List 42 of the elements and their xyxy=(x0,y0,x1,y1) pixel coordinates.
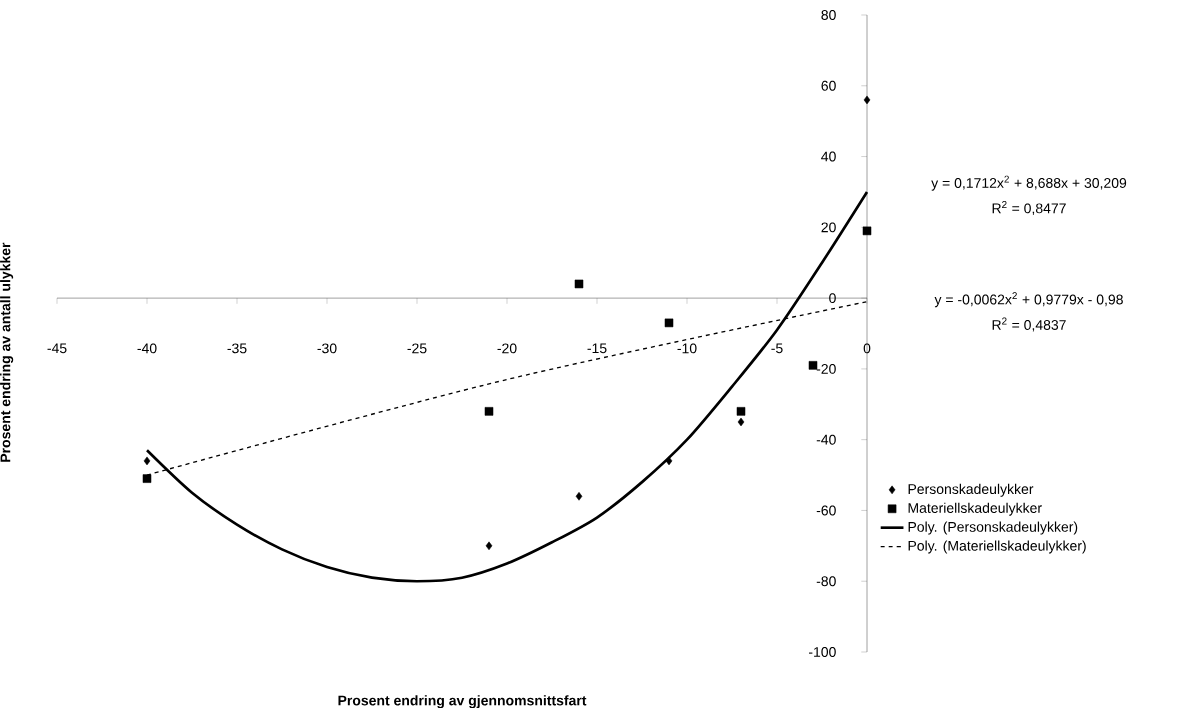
x-tick-label: -35 xyxy=(227,343,247,354)
point xyxy=(143,456,151,466)
x-tick-label: -45 xyxy=(47,343,67,354)
text: y = -0,0062x$^{2}$ + 0,9779x - 0,98 xyxy=(934,292,1123,308)
x-tick-label: -40 xyxy=(137,343,157,354)
legend-label: Poly. (Personskadeulykker) xyxy=(908,521,1078,535)
x-tick-label: -15 xyxy=(587,343,607,354)
y-tick-label: 20 xyxy=(821,222,836,233)
point xyxy=(862,226,872,236)
x-tick-label: 0 xyxy=(863,343,871,354)
y-tick-label: -20 xyxy=(816,363,836,374)
x-tick-label: -5 xyxy=(771,343,783,354)
text: R$^{2}$ = 0,8477 xyxy=(992,201,1066,215)
x-tick-label: -30 xyxy=(317,343,337,354)
point xyxy=(484,407,494,416)
y-tick-label: 0 xyxy=(829,293,836,304)
point xyxy=(574,279,584,289)
y-tick-label: -60 xyxy=(816,505,836,516)
point xyxy=(664,318,674,328)
legend-label: Poly. (Materiellskadeulykker) xyxy=(908,540,1086,554)
legend-label: Personskadeulykker xyxy=(908,483,1034,497)
y-tick-label: -80 xyxy=(816,576,836,587)
point xyxy=(863,95,871,105)
point xyxy=(737,417,745,427)
point xyxy=(142,474,152,483)
text: y = 0,1712x$^{2}$ + 8,688x + 30,209 xyxy=(931,175,1127,191)
y-axis-title: Prosent endring av antall ulykker xyxy=(0,242,14,462)
x-tick-label: -10 xyxy=(677,343,697,354)
y-tick-label: 60 xyxy=(821,80,836,91)
x-tick-label: -25 xyxy=(407,343,427,354)
point xyxy=(736,407,746,416)
point xyxy=(808,361,818,370)
point xyxy=(485,541,493,551)
y-tick-label: -100 xyxy=(808,647,836,657)
x-axis-title: Prosent endring av gjennomsnittsfart xyxy=(338,695,587,708)
x-tick-label: -20 xyxy=(497,343,517,354)
legend-label: Materiellskadeulykker xyxy=(908,502,1042,516)
y-tick-label: 80 xyxy=(821,10,836,20)
point xyxy=(575,492,583,501)
y-tick-label: 40 xyxy=(821,151,836,162)
y-tick-label: -40 xyxy=(816,434,836,445)
text: R$^{2}$ = 0,4837 xyxy=(992,317,1066,332)
